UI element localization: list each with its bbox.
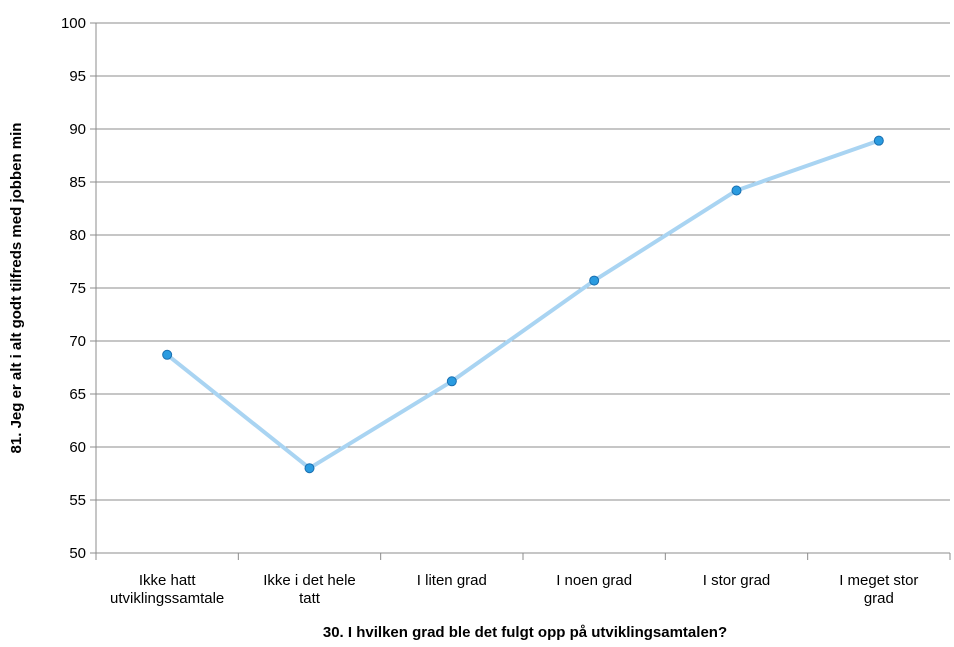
x-axis-title: 30. I hvilken grad ble det fulgt opp på … <box>323 624 727 641</box>
y-tick-label: 55 <box>69 492 86 509</box>
y-tick-label: 90 <box>69 121 86 138</box>
y-tick-label: 65 <box>69 386 86 403</box>
x-tick-label: Ikke hatt utviklingssamtale <box>110 572 224 607</box>
y-tick-label: 60 <box>69 439 86 456</box>
y-tick-label: 85 <box>69 174 86 191</box>
y-tick-label: 100 <box>61 15 86 32</box>
x-tick-label: I noen grad <box>556 572 632 589</box>
series-markers <box>162 135 884 474</box>
gridlines <box>96 22 950 501</box>
y-tick-labels: 50 55 60 65 70 75 80 85 90 95 100 <box>61 15 86 562</box>
data-point <box>446 376 457 387</box>
x-tick-label: I stor grad <box>703 572 771 589</box>
data-point <box>589 275 600 286</box>
x-tick-label: I meget stor grad <box>839 572 918 607</box>
x-tick-label: Ikke i det hele tatt <box>263 572 356 607</box>
y-tick-label: 50 <box>69 545 86 562</box>
x-tick-label: I liten grad <box>417 572 487 589</box>
data-point <box>162 349 173 360</box>
y-tick-label: 95 <box>69 68 86 85</box>
axes <box>90 22 951 560</box>
data-point <box>873 135 884 146</box>
y-tick-label: 70 <box>69 333 86 350</box>
series-line-path <box>165 138 881 471</box>
series-line <box>165 138 881 471</box>
data-point <box>304 463 315 474</box>
y-tick-label: 80 <box>69 227 86 244</box>
y-tick-label: 75 <box>69 280 86 297</box>
x-tick-labels: Ikke hatt utviklingssamtale Ikke i det hel… <box>110 572 918 607</box>
data-point <box>731 185 742 196</box>
y-axis-title: 81. Jeg er alt i alt godt tilfreds med j… <box>8 123 25 454</box>
